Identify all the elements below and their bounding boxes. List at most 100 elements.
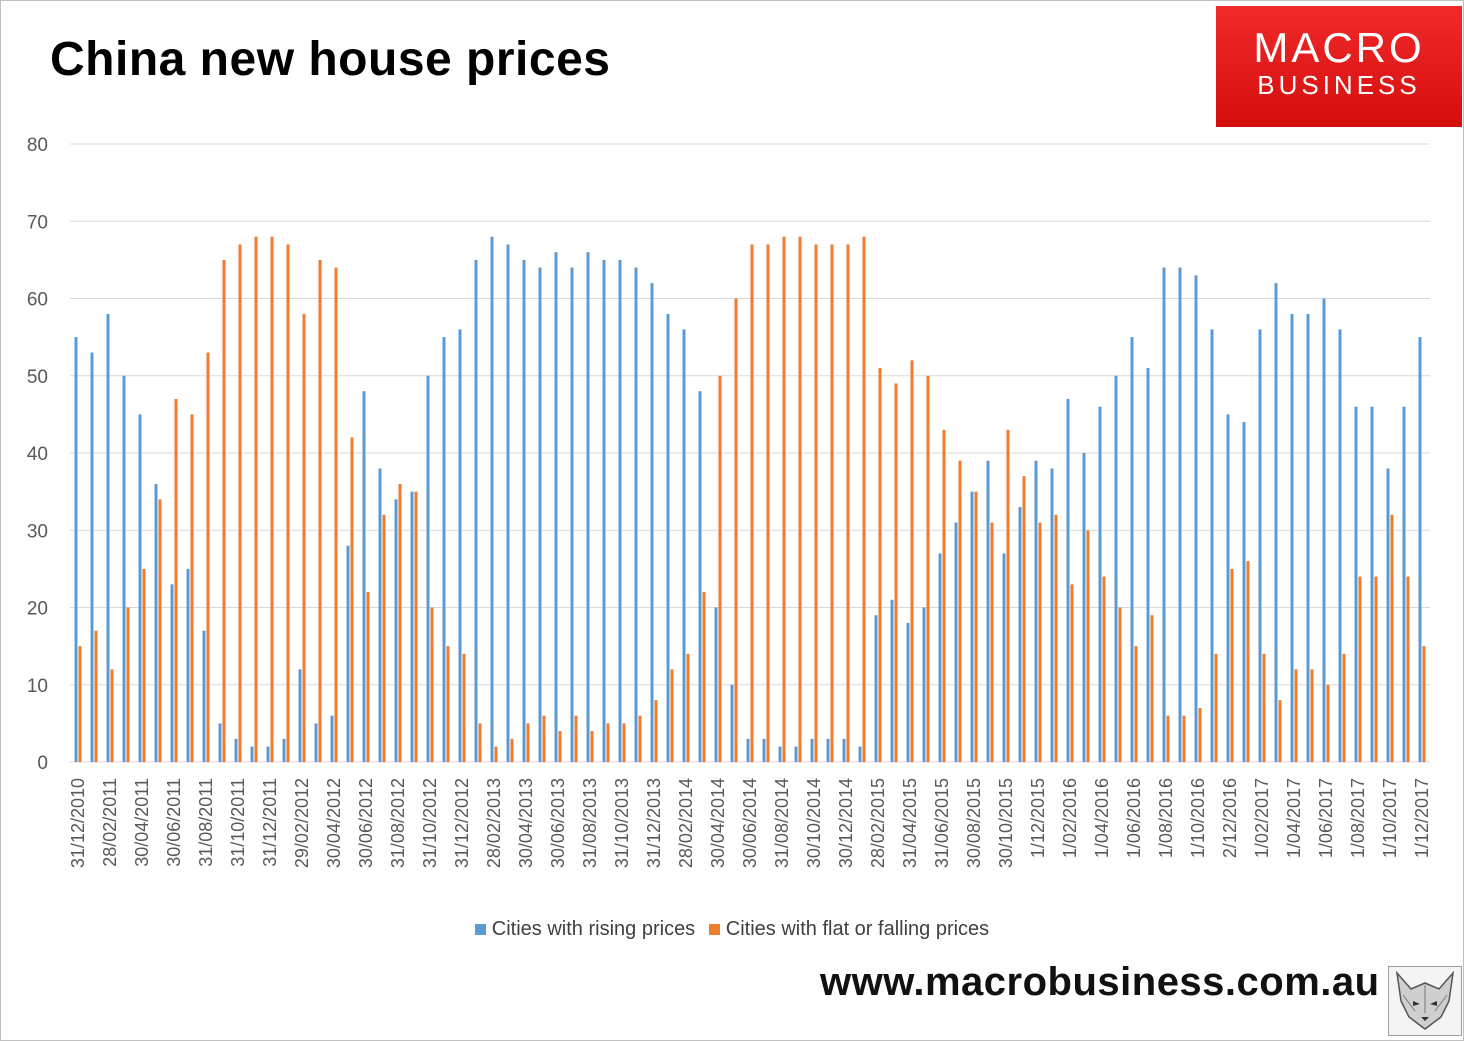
bar-falling: [1102, 576, 1106, 762]
macrobusiness-logo: MACRO BUSINESS: [1216, 6, 1462, 127]
bar-rising: [954, 522, 958, 762]
bar-rising: [1210, 329, 1214, 762]
bar-falling: [1326, 684, 1330, 762]
bar-rising: [826, 738, 830, 762]
bar-rising: [90, 352, 94, 762]
bar-falling: [718, 375, 722, 762]
bar-falling: [1198, 707, 1202, 762]
bar-rising: [218, 723, 222, 762]
bar-rising: [554, 252, 558, 762]
bar-falling: [606, 723, 610, 762]
chart-legend: Cities with rising prices Cities with fl…: [0, 918, 1464, 941]
bar-falling: [94, 630, 98, 762]
bar-falling: [1422, 646, 1426, 762]
x-tick-label: 30/06/2011: [164, 778, 184, 867]
bar-falling: [782, 236, 786, 762]
bar-rising: [666, 313, 670, 762]
bar-falling: [974, 491, 978, 762]
bar-rising: [1354, 406, 1358, 762]
x-tick-label: 1/04/2016: [1092, 778, 1112, 858]
bar-falling: [238, 244, 242, 763]
bar-falling: [174, 398, 178, 762]
x-tick-label: 30/06/2014: [740, 778, 760, 868]
x-tick-label: 1/06/2016: [1124, 778, 1144, 858]
x-tick-label: 1/02/2017: [1252, 778, 1272, 858]
bar-falling: [542, 715, 546, 762]
y-tick-label: 60: [27, 290, 48, 311]
bar-rising: [506, 244, 510, 763]
bar-falling: [702, 592, 706, 762]
bar-rising: [122, 375, 126, 762]
website-url: www.macrobusiness.com.au: [820, 960, 1380, 1004]
bar-falling: [574, 715, 578, 762]
x-tick-label: 30/10/2014: [804, 778, 824, 868]
bar-falling: [1342, 653, 1346, 762]
bar-falling: [1310, 669, 1314, 762]
bar-falling: [270, 236, 274, 762]
x-tick-label: 1/10/2017: [1380, 778, 1400, 858]
bar-falling: [926, 375, 930, 762]
x-tick-label: 31/12/2010: [68, 778, 88, 868]
bar-falling: [1118, 607, 1122, 762]
bar-falling: [478, 723, 482, 762]
bar-falling: [1406, 576, 1410, 762]
legend-label-rising: Cities with rising prices: [491, 918, 696, 940]
legend-item-falling: Cities with flat or falling prices: [708, 918, 990, 941]
bar-rising: [970, 491, 974, 762]
bar-falling: [494, 746, 498, 762]
y-tick-label: 70: [27, 212, 48, 233]
bar-rising: [794, 746, 798, 762]
bar-falling: [1150, 615, 1154, 762]
bar-falling: [462, 653, 466, 762]
x-tick-label: 1/06/2017: [1316, 778, 1336, 858]
x-tick-label: 30/08/2015: [964, 778, 984, 868]
bar-rising: [746, 738, 750, 762]
x-tick-label: 30/04/2012: [324, 778, 344, 868]
bar-falling: [1374, 576, 1378, 762]
bar-rising: [1418, 337, 1422, 762]
bar-falling: [766, 244, 770, 763]
bar-falling: [1070, 584, 1074, 762]
bar-falling: [222, 259, 226, 762]
bar-falling: [686, 653, 690, 762]
bar-falling: [398, 483, 402, 762]
x-tick-label: 31/04/2015: [900, 778, 920, 868]
bar-falling: [734, 298, 738, 762]
bar-rising: [1194, 275, 1198, 762]
x-tick-label: 30/04/2011: [132, 778, 152, 867]
bar-falling: [590, 731, 594, 762]
legend-label-falling: Cities with flat or falling prices: [725, 918, 990, 940]
bar-rising: [1146, 368, 1150, 762]
bar-falling: [1134, 646, 1138, 762]
bar-falling: [318, 259, 322, 762]
bar-rising: [522, 259, 526, 762]
bar-rising: [890, 599, 894, 762]
bar-rising: [586, 252, 590, 762]
bar-falling: [814, 244, 818, 763]
bar-rising: [634, 267, 638, 762]
bar-rising: [362, 391, 366, 762]
bar-rising: [106, 313, 110, 762]
bar-rising: [1002, 553, 1006, 762]
bar-falling: [286, 244, 290, 763]
bar-falling: [878, 368, 882, 762]
bar-rising: [1178, 267, 1182, 762]
bar-rising: [170, 584, 174, 762]
bar-falling: [942, 429, 946, 762]
bar-falling: [254, 236, 258, 762]
bar-rising: [714, 607, 718, 762]
bar-rising: [1066, 398, 1070, 762]
bar-rising: [906, 622, 910, 762]
bar-falling: [446, 646, 450, 762]
bar-rising: [458, 329, 462, 762]
bar-falling: [110, 669, 114, 762]
bar-rising: [490, 236, 494, 762]
bar-rising: [1306, 313, 1310, 762]
bar-rising: [234, 738, 238, 762]
bar-rising: [762, 738, 766, 762]
wolf-emblem-icon: [1388, 966, 1462, 1036]
bar-falling: [958, 460, 962, 762]
bar-falling: [1054, 514, 1058, 762]
y-tick-label: 20: [27, 599, 48, 620]
bar-rising: [938, 553, 942, 762]
